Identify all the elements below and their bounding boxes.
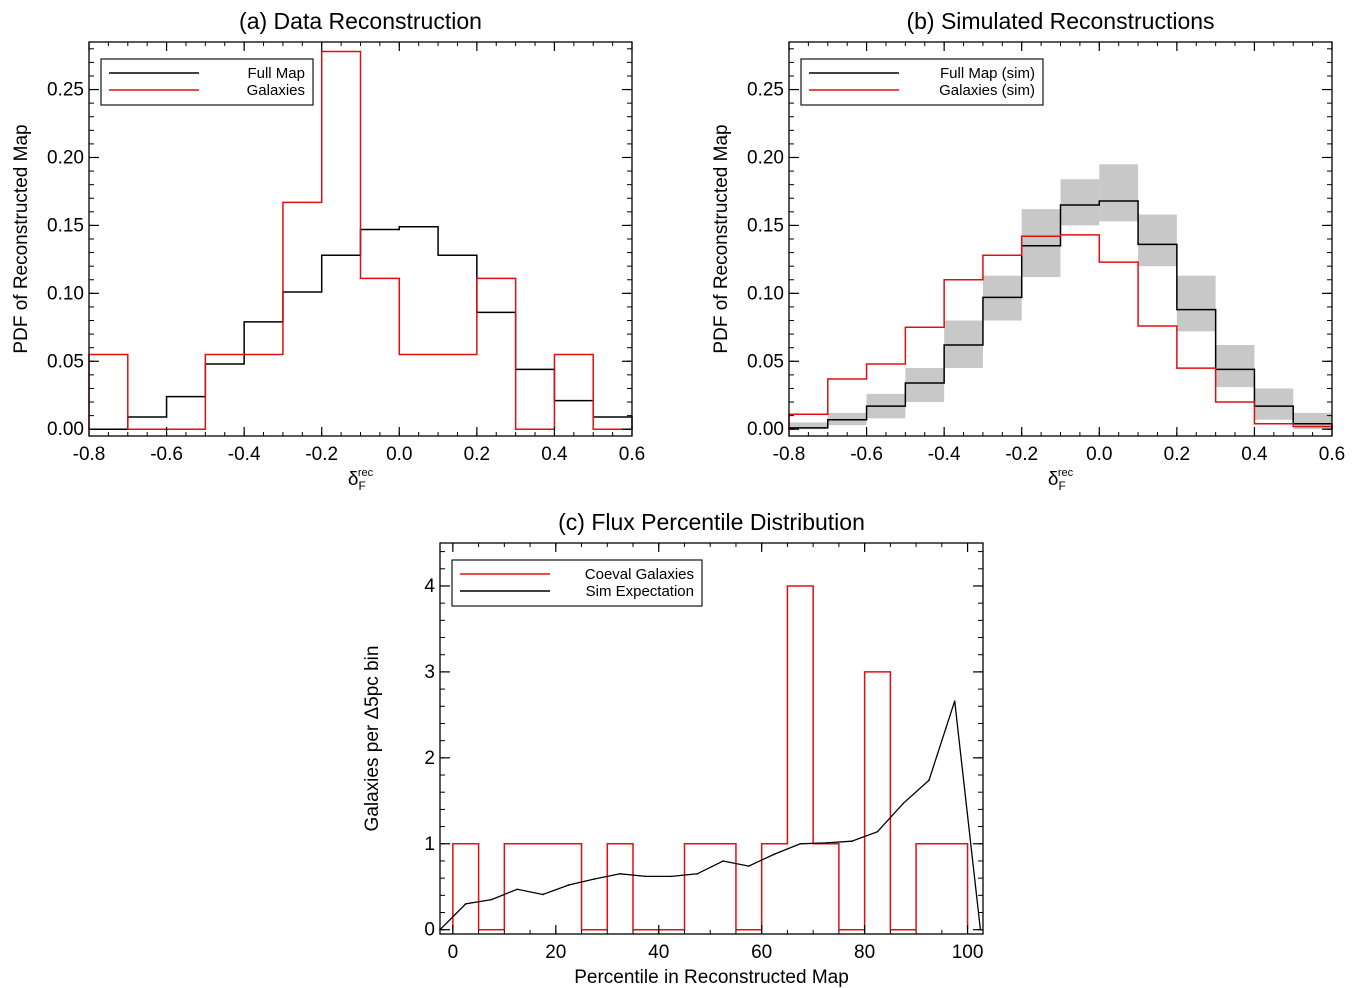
- chart-title: (b) Simulated Reconstructions: [906, 8, 1214, 34]
- series-step: [788, 234, 1333, 430]
- chart-panel-1: (b) Simulated Reconstructions -0.8 -0.6 -0.…: [711, 8, 1345, 493]
- x-tick-label: -0.6: [850, 444, 883, 465]
- line-point: [645, 875, 647, 878]
- series-step: [452, 585, 969, 931]
- x-tick-label: 0.4: [1241, 444, 1268, 465]
- y-axis-label: PDF of Reconstructed Map: [11, 124, 32, 353]
- legend-label: Coeval Galaxies: [585, 566, 694, 583]
- line-point: [799, 842, 802, 845]
- y-tick-label: 1: [424, 834, 435, 855]
- line-point: [953, 700, 956, 702]
- legend-box: [451, 559, 703, 607]
- line-point: [773, 853, 776, 855]
- band-rect: [1254, 388, 1294, 420]
- x-tick-label: 0.6: [1319, 444, 1345, 465]
- x-axis-label: δFrec: [348, 467, 374, 493]
- legend-label: Galaxies: [247, 82, 305, 99]
- line-point: [567, 884, 570, 886]
- line-point: [928, 779, 930, 781]
- plot-frame: [439, 542, 984, 935]
- x-axis-label: δFrec: [1048, 467, 1074, 493]
- line-point: [722, 860, 724, 862]
- band-rect: [1215, 344, 1255, 388]
- y-tick-label: 3: [424, 662, 435, 683]
- y-tick-label: 0.20: [747, 147, 784, 168]
- x-tick-label: 20: [545, 942, 566, 963]
- x-tick-label: 0.2: [464, 444, 490, 465]
- chart-title: (a) Data Reconstruction: [239, 8, 482, 34]
- y-tick-label: 0.00: [47, 419, 84, 440]
- line-point: [850, 840, 853, 842]
- x-tick-label: 0.4: [541, 444, 568, 465]
- line-point: [696, 873, 699, 875]
- y-axis-label: PDF of Reconstructed Map: [711, 124, 732, 353]
- x-tick-label: 0.6: [619, 444, 645, 465]
- line-point: [902, 802, 905, 805]
- line-point: [542, 893, 544, 896]
- x-tick-label: 0.2: [1164, 444, 1190, 465]
- legend-label: Galaxies (sim): [939, 82, 1035, 99]
- line-point: [593, 878, 596, 880]
- series-line: [439, 700, 982, 931]
- x-tick-label: -0.2: [305, 444, 338, 465]
- chart-title: (c) Flux Percentile Distribution: [558, 509, 865, 535]
- x-tick-label: 100: [952, 942, 984, 963]
- band-rect: [1176, 275, 1216, 332]
- legend-box: [800, 58, 1044, 106]
- y-tick-label: 0.10: [47, 283, 84, 304]
- series-step: [88, 50, 632, 430]
- line-point: [670, 875, 673, 878]
- band-rect: [905, 368, 945, 403]
- band-rect: [1099, 164, 1139, 222]
- x-axis-label: Percentile in Reconstructed Map: [574, 967, 849, 988]
- chart-panel-0: (a) Data Reconstruction -0.8 -0.6 -0.4 -0.2 0…: [11, 8, 645, 493]
- line-point: [825, 842, 827, 844]
- y-tick-label: 0.15: [47, 215, 84, 236]
- y-axis-label: Galaxies per Δ5pc bin: [362, 646, 383, 832]
- y-tick-label: 0.05: [747, 351, 784, 372]
- line-point: [516, 888, 519, 891]
- legend-label: Sim Expectation: [586, 583, 694, 600]
- legend-box: [100, 58, 314, 106]
- x-tick-label: -0.8: [73, 444, 106, 465]
- band-rect: [789, 422, 828, 430]
- y-tick-label: 0.25: [47, 80, 84, 101]
- x-tick-label: 60: [751, 942, 772, 963]
- legend-label: Full Map (sim): [940, 65, 1035, 82]
- x-tick-label: 0: [448, 942, 459, 963]
- x-tick-label: -0.4: [228, 444, 261, 465]
- y-tick-label: 0.20: [47, 147, 84, 168]
- band-rect: [1060, 179, 1100, 226]
- y-tick-label: 0.15: [747, 215, 784, 236]
- band-rect: [1293, 412, 1332, 430]
- series-step: [788, 200, 1333, 430]
- band-rect: [1138, 214, 1177, 267]
- y-tick-label: 0.10: [747, 283, 784, 304]
- band-rect: [1021, 209, 1061, 278]
- x-tick-label: 0.0: [1086, 444, 1112, 465]
- x-tick-label: -0.6: [150, 444, 183, 465]
- line-point: [876, 830, 879, 833]
- y-tick-label: 0: [424, 920, 435, 941]
- y-tick-label: 0.05: [47, 351, 84, 372]
- y-tick-label: 4: [424, 576, 435, 597]
- x-tick-label: -0.8: [773, 444, 806, 465]
- line-point: [748, 865, 750, 867]
- x-tick-label: 0.0: [386, 444, 412, 465]
- x-tick-label: 80: [854, 942, 875, 963]
- line-point: [490, 898, 493, 901]
- line-point: [619, 873, 621, 875]
- line-point: [464, 903, 467, 905]
- y-tick-label: 0.25: [747, 80, 784, 101]
- legend-label: Full Map: [247, 65, 305, 82]
- x-tick-label: -0.4: [928, 444, 961, 465]
- x-tick-label: 40: [648, 942, 669, 963]
- x-tick-label: -0.2: [1005, 444, 1038, 465]
- y-tick-label: 0.00: [747, 419, 784, 440]
- y-tick-label: 2: [424, 748, 435, 769]
